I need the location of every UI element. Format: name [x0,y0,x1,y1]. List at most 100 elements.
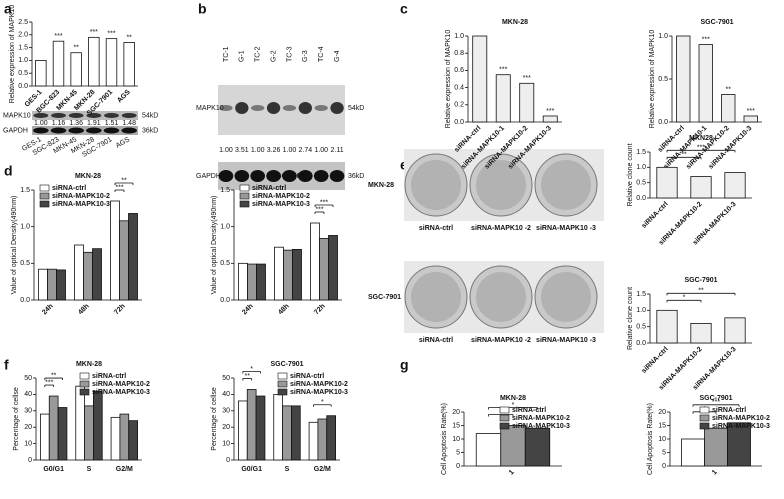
y-tick-label: 15 [452,422,460,429]
y-tick-label: 0 [226,457,230,464]
bar [698,44,713,123]
annotation: ** [245,373,251,380]
x-tick-label: G2/M [116,466,133,473]
legend-label: siRNA-MAPK10-2 [52,193,110,200]
y-tick-label: 1.5 [220,187,230,194]
bar [743,115,758,123]
lane-label: TC-2 [255,46,262,62]
bar [75,385,85,461]
colonies [476,160,526,210]
chart-title: MKN-28 [502,19,528,26]
y-tick-label: 1.0 [636,307,646,314]
band [266,102,281,114]
annotation: *** [546,108,554,115]
bar [291,405,301,461]
y-tick-label: 1.0 [220,224,230,231]
bar [727,422,751,467]
lane-label: TC-3 [286,46,293,62]
band [330,102,344,114]
x-tick-label: 1 [508,469,516,477]
legend-label: siRNA-ctrl [252,185,286,192]
bar [326,415,336,461]
bar [35,60,47,87]
size-label: 36kD [348,173,364,180]
chart-title: SGC-7901 [699,395,732,402]
bar [274,246,284,301]
band [51,113,66,118]
y-tick-label: 1.0 [658,33,668,40]
annotation: ** [126,34,132,41]
y-axis-label: Relative expression of MAPK10 [9,5,16,104]
x-tick-label: siRNA-MAPK10-2 [685,125,731,171]
bar [319,237,329,301]
legend-label: siRNA-MAPK10-2 [252,193,310,200]
bar [282,405,292,461]
bar [110,416,121,461]
y-tick-label: 40 [222,391,230,398]
bar [724,172,746,199]
y-tick-label: 20 [658,409,666,416]
legend-swatch [499,414,510,422]
legend-label: siRNA-ctrl [92,373,126,380]
band [314,105,328,111]
bar [74,244,84,301]
band [50,127,67,134]
size-label: 36kD [142,127,158,134]
annotation: ** [51,372,57,379]
panel-letter: c [400,1,408,17]
column-label: siRNA-ctrl [419,225,453,232]
bar [57,407,68,461]
y-tick-label: 0 [28,457,32,464]
legend-label: siRNA-ctrl [52,185,86,192]
column-label: siRNA-MAPK10 -2 [471,225,531,232]
band [68,127,84,134]
y-tick-label: 0.6 [454,67,464,74]
blot-bg [32,111,138,120]
x-tick-label: siRNA-ctrl [641,346,670,375]
annotation: *** [45,379,53,386]
band-label: MAPK10 [3,112,31,119]
x-tick-label: S [87,466,92,473]
annotation: *** [523,75,531,82]
band [282,170,297,182]
bar [84,405,94,461]
y-tick-label: 0 [456,463,460,470]
legend-swatch [79,372,90,380]
annotation: *** [107,30,115,37]
band [282,105,297,111]
ratio: 2.11 [331,147,344,154]
bar [48,395,59,461]
annotation: *** [702,36,710,43]
y-tick-label: 15 [658,422,666,429]
x-tick-label: 48h [277,303,290,316]
bar [70,52,82,87]
x-tick-label: G2/M [314,466,331,473]
legend-swatch [699,406,710,414]
y-tick-label: 50 [222,375,230,382]
ratio: 3.51 [235,147,249,154]
y-axis-label: Cell Apoptosis Rate(%) [441,403,448,475]
x-tick-label: S [285,466,290,473]
bar [38,268,48,301]
chart-title: SGC-7901 [684,277,717,284]
colonies [541,272,591,322]
legend-label: siRNA-MAPK10-3 [290,389,348,396]
band-label: GAPDH [3,127,28,134]
y-tick-label: 10 [658,436,666,443]
x-tick-label: 1 [711,469,719,477]
x-tick-label: AGS [116,89,132,105]
ratio: 1.00 [251,147,265,154]
x-tick-label: siRNA-MAPK10-3 [708,125,754,171]
band [235,102,249,114]
band [104,113,119,118]
colonies [411,160,461,210]
bar [110,200,120,301]
bar [656,166,678,199]
row-label: SGC-7901 [368,294,401,301]
legend-swatch [699,414,710,422]
bar [128,213,138,301]
ratio: 3.26 [267,147,281,154]
column-label: siRNA-MAPK10 -3 [536,337,596,344]
y-tick-label: 0.5 [658,76,668,83]
y-tick-label: 1.5 [20,187,30,194]
